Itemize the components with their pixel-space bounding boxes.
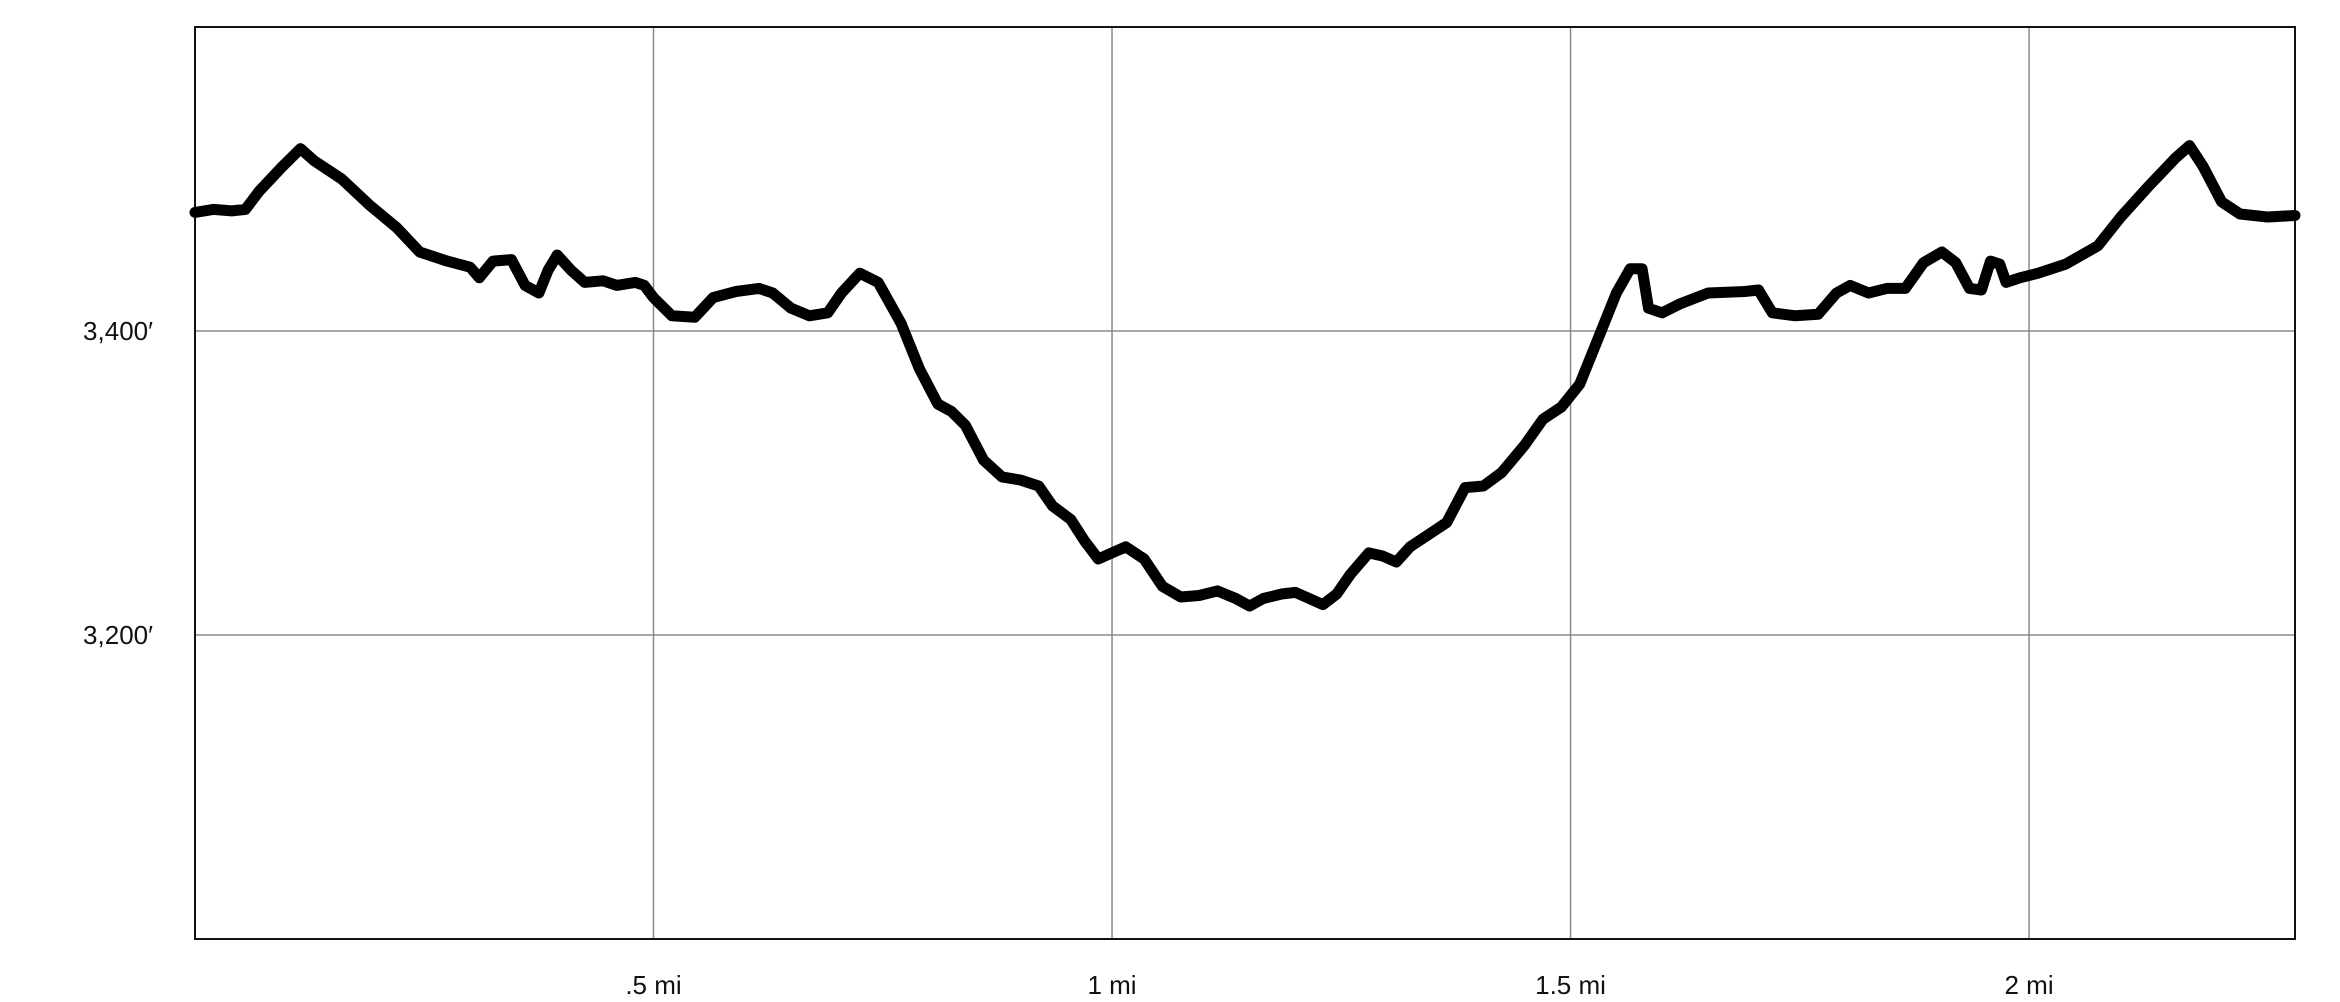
tick-labels: .5 mi 1 mi 1.5 mi 2 mi 3,400′ 3,200′ xyxy=(83,316,2054,1000)
plot-area-border xyxy=(194,26,2296,940)
y-tick-label: 3,200′ xyxy=(83,620,153,650)
series-layer xyxy=(189,140,2301,612)
x-tick-label: 1.5 mi xyxy=(1535,970,1606,1000)
elevation-profile-line xyxy=(189,140,2301,612)
x-tick-label: 2 mi xyxy=(2004,970,2053,1000)
x-tick-label: .5 mi xyxy=(625,970,681,1000)
y-tick-label: 3,400′ xyxy=(83,316,153,346)
x-tick-label: 1 mi xyxy=(1087,970,1136,1000)
grid xyxy=(195,27,2295,939)
